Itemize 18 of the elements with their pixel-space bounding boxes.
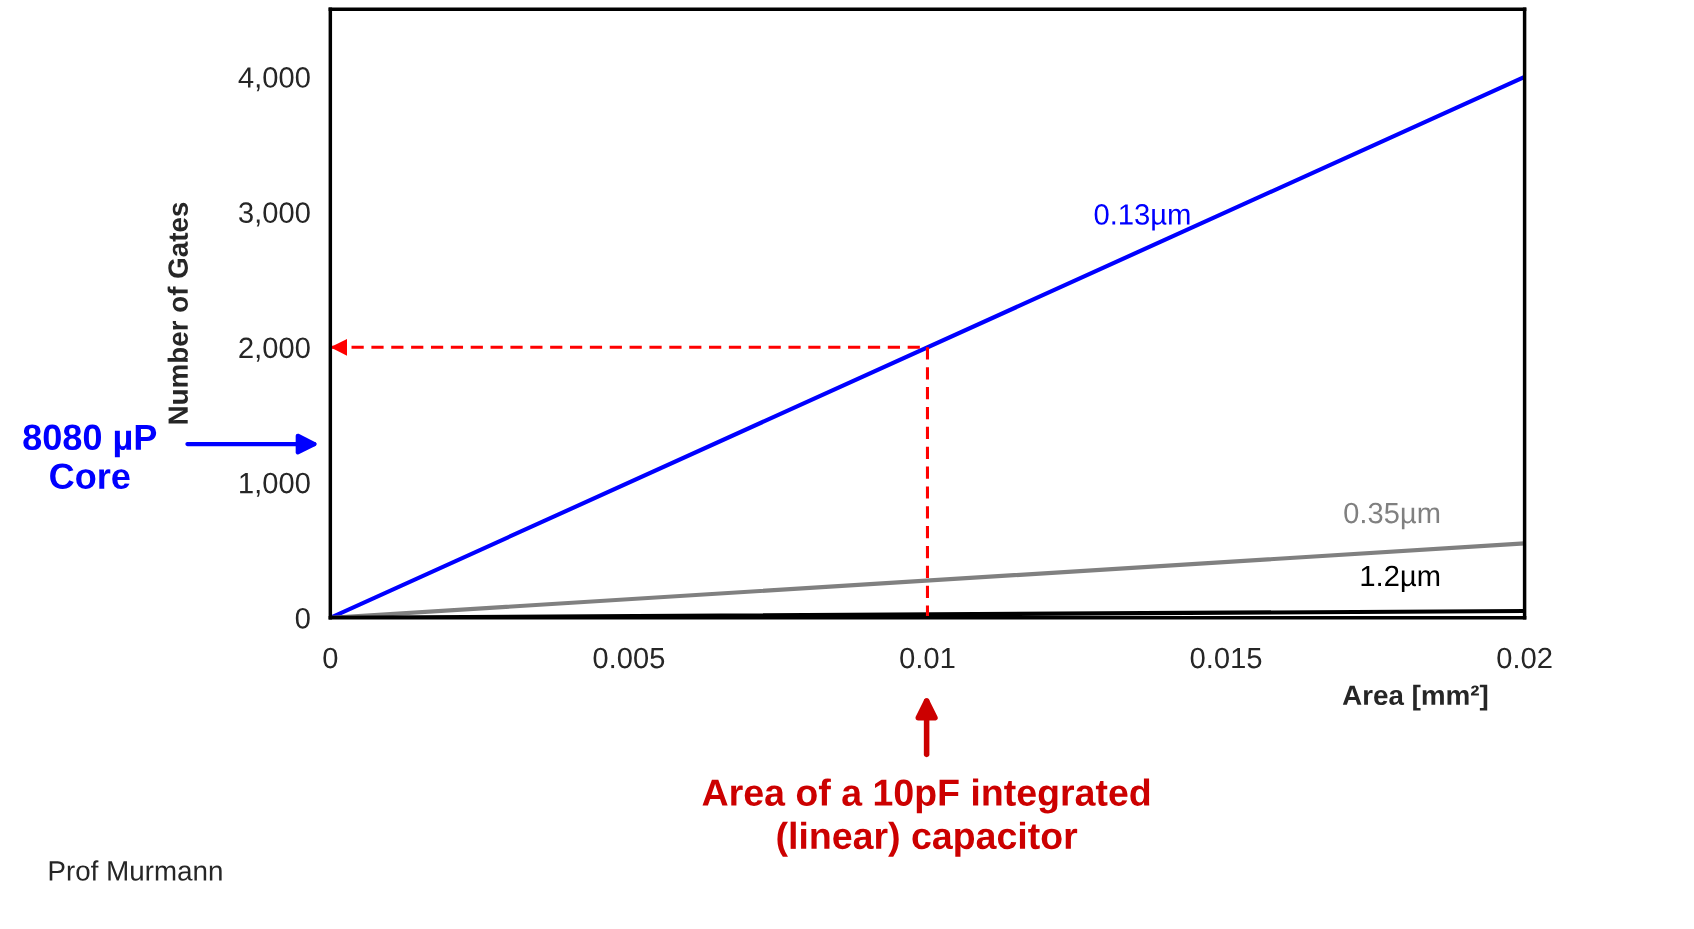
series-label: 0.13µm — [1094, 204, 1190, 231]
text: Area of a 10pF integrated (linear) capacitor — [702, 778, 1150, 857]
y-tick-label: 4,000 — [238, 67, 310, 92]
text: 8080 µP Core — [23, 424, 157, 489]
series-label: 1.2µm — [1361, 565, 1440, 593]
y-tick-label: 1,000 — [240, 472, 310, 497]
x-tick-label: 0.015 — [1190, 647, 1262, 669]
x-axis-title: Area [mm²] — [1342, 684, 1488, 711]
y-tick-label: 3,000 — [239, 202, 310, 227]
y-tick-label: 2,000 — [239, 337, 310, 362]
x-tick-label: 0.02 — [1497, 647, 1552, 669]
text: Prof Murmann — [49, 860, 222, 881]
x-tick-label: 0.01 — [900, 647, 955, 669]
series-label: 0.35µm — [1344, 502, 1440, 530]
x-tick-label: 0.005 — [593, 647, 665, 669]
y-axis-title: Number of Gates — [167, 202, 188, 424]
y-tick-label: 0 — [295, 607, 310, 629]
x-tick-label: 0 — [323, 647, 338, 669]
